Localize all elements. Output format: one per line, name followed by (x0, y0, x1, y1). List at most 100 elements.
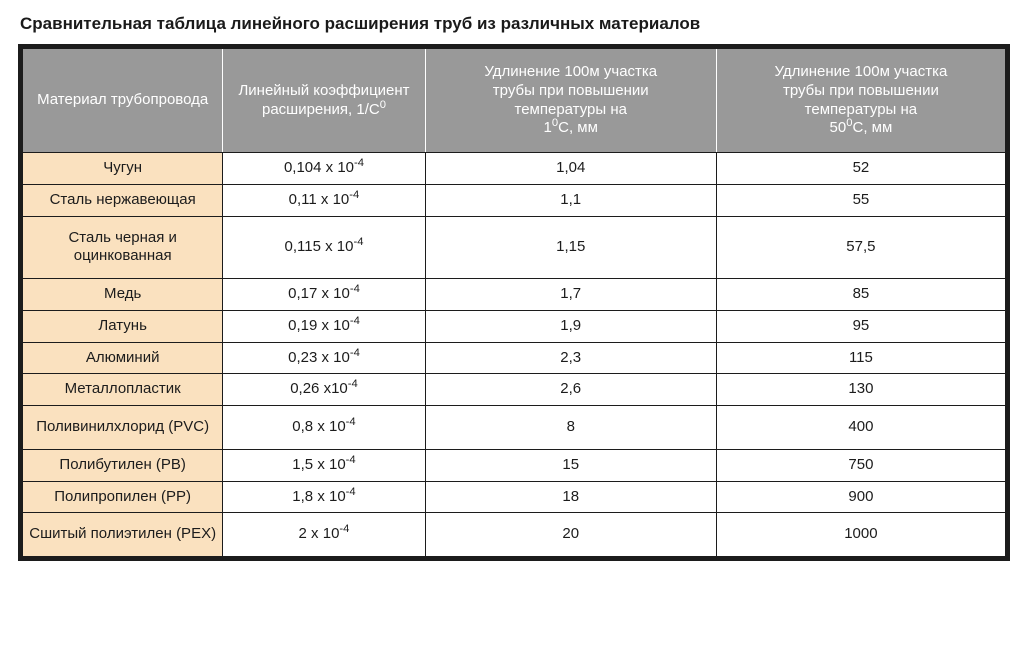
cell-coefficient-base: 0,8 x 10 (292, 418, 345, 435)
cell-coefficient-exp: -4 (346, 486, 356, 498)
cell-elongation-1c-text: 1,04 (556, 159, 585, 176)
comparison-table: Материал трубопровода Линейный коэффицие… (18, 44, 1010, 561)
col-header-coefficient: Линейный коэффициент расширения, 1/С0 (223, 47, 425, 153)
cell-coefficient-base: 0,11 x 10 (289, 191, 350, 208)
cell-elongation-1c: 1,04 (425, 153, 716, 185)
table-row: Латунь0,19 x 10-41,995 (21, 310, 1008, 342)
table-row: Полибутилен (PB) 1,5 x 10-4 15 750 (21, 449, 1008, 481)
cell-elongation-50c: 55 (716, 184, 1007, 216)
cell-coefficient: 0,19 x 10-4 (223, 310, 425, 342)
cell-elongation-1c: 18 (425, 481, 716, 513)
cell-coefficient: 0,23 x 10-4 (223, 342, 425, 374)
cell-elongation-1c: 15 (425, 449, 716, 481)
cell-elongation-1c-text: 2,3 (560, 349, 581, 366)
cell-coefficient-exp: -4 (348, 378, 358, 390)
cell-elongation-50c: 130 (716, 374, 1007, 406)
col-header-elongation-50c-l3: температуры на (805, 101, 917, 118)
page: Сравнительная таблица линейного расширен… (0, 0, 1028, 651)
col-header-elongation-1c: Удлинение 100м участка трубы при повышен… (425, 47, 716, 153)
cell-material-text: Полипропилен (PP) (54, 488, 191, 505)
col-header-material: Материал трубопровода (21, 47, 223, 153)
table-row: Полипропилен (PP) 1,8 x 10-4 18 900 (21, 481, 1008, 513)
col-header-elongation-1c-l2: трубы при повышении (493, 82, 649, 99)
cell-material-text: Полибутилен (PB) (59, 456, 185, 473)
cell-coefficient-exp: -4 (339, 523, 349, 535)
cell-elongation-1c: 2,3 (425, 342, 716, 374)
cell-elongation-50c: 400 (716, 406, 1007, 450)
col-header-elongation-50c-l1: Удлинение 100м участка (775, 63, 948, 80)
table-row: Алюминий0,23 x 10-4 2,3 115 (21, 342, 1008, 374)
cell-coefficient: 1,5 x 10-4 (223, 449, 425, 481)
cell-coefficient-exp: -4 (353, 236, 363, 248)
cell-elongation-1c: 8 (425, 406, 716, 450)
cell-elongation-50c: 95 (716, 310, 1007, 342)
table-row: Сшитый полиэтилен (PEX)2 x 10-4201000 (21, 513, 1008, 559)
cell-material: Металлопластик (21, 374, 223, 406)
cell-material: Латунь (21, 310, 223, 342)
col-header-elongation-50c-l4-post: С, мм (852, 119, 892, 136)
table-header-row: Материал трубопровода Линейный коэффицие… (21, 47, 1008, 153)
cell-elongation-50c: 115 (716, 342, 1007, 374)
cell-coefficient-base: 0,115 x 10 (285, 238, 354, 255)
cell-elongation-50c-text: 1000 (844, 525, 877, 542)
cell-elongation-1c: 2,6 (425, 374, 716, 406)
cell-material-text: Медь (104, 285, 141, 302)
cell-coefficient: 0,11 x 10-4 (223, 184, 425, 216)
cell-elongation-50c-text: 900 (848, 488, 873, 505)
cell-coefficient-base: 1,8 x 10 (292, 488, 345, 505)
cell-coefficient: 0,104 x 10-4 (223, 153, 425, 185)
cell-coefficient-base: 0,19 x 10 (288, 317, 350, 334)
cell-material-text: Сшитый полиэтилен (PEX) (29, 525, 216, 542)
cell-coefficient: 0,26 x10-4 (223, 374, 425, 406)
cell-coefficient-base: 0,26 x10 (290, 380, 348, 397)
cell-coefficient: 0,115 x 10-4 (223, 216, 425, 279)
cell-elongation-50c: 57,5 (716, 216, 1007, 279)
cell-elongation-1c: 1,7 (425, 279, 716, 311)
cell-elongation-1c-text: 15 (562, 456, 579, 473)
col-header-elongation-50c-l2: трубы при повышении (783, 82, 939, 99)
cell-elongation-50c: 750 (716, 449, 1007, 481)
cell-coefficient: 0,17 x 10-4 (223, 279, 425, 311)
cell-material-text: Поливинилхлорид (PVC) (36, 418, 209, 435)
cell-coefficient-exp: -4 (346, 454, 356, 466)
cell-material: Полипропилен (PP) (21, 481, 223, 513)
cell-coefficient: 2 x 10-4 (223, 513, 425, 559)
cell-coefficient-base: 0,17 x 10 (288, 285, 350, 302)
cell-elongation-1c: 1,15 (425, 216, 716, 279)
cell-material: Алюминий (21, 342, 223, 374)
cell-elongation-50c-text: 400 (848, 418, 873, 435)
cell-elongation-1c: 1,9 (425, 310, 716, 342)
cell-elongation-50c: 85 (716, 279, 1007, 311)
cell-elongation-50c-text: 52 (853, 159, 870, 176)
cell-material-text: Сталь нержавеющая (50, 191, 196, 208)
cell-material: Поливинилхлорид (PVC) (21, 406, 223, 450)
cell-material: Сталь черная и оцинкованная (21, 216, 223, 279)
cell-elongation-1c-text: 18 (562, 488, 579, 505)
cell-elongation-1c: 1,1 (425, 184, 716, 216)
col-header-elongation-1c-l3: температуры на (515, 101, 627, 118)
cell-elongation-50c-text: 85 (853, 285, 870, 302)
cell-elongation-50c-text: 57,5 (846, 238, 875, 255)
cell-coefficient-base: 2 x 10 (299, 525, 340, 542)
col-header-elongation-1c-l4-post: С, мм (558, 119, 598, 136)
cell-material-text: Сталь черная и оцинкованная (68, 229, 176, 265)
col-header-coefficient-sup: 0 (380, 99, 386, 111)
cell-elongation-1c-text: 1,1 (560, 191, 581, 208)
table-header: Материал трубопровода Линейный коэффицие… (21, 47, 1008, 153)
cell-material-text: Металлопластик (65, 380, 181, 397)
cell-material: Сталь нержавеющая (21, 184, 223, 216)
col-header-elongation-1c-l1: Удлинение 100м участка (484, 63, 657, 80)
cell-elongation-50c-text: 115 (849, 349, 873, 366)
cell-elongation-50c-text: 750 (848, 456, 873, 473)
cell-coefficient-base: 1,5 x 10 (292, 456, 345, 473)
cell-elongation-1c-text: 1,15 (556, 238, 585, 255)
cell-coefficient-exp: -4 (350, 347, 360, 359)
cell-coefficient-exp: -4 (346, 416, 356, 428)
cell-coefficient-exp: -4 (354, 157, 364, 169)
cell-elongation-1c: 20 (425, 513, 716, 559)
col-header-elongation-50c: Удлинение 100м участка трубы при повышен… (716, 47, 1007, 153)
cell-material: Сшитый полиэтилен (PEX) (21, 513, 223, 559)
cell-elongation-50c-text: 130 (848, 380, 873, 397)
cell-coefficient-exp: -4 (350, 315, 360, 327)
cell-elongation-50c-text: 55 (853, 191, 870, 208)
